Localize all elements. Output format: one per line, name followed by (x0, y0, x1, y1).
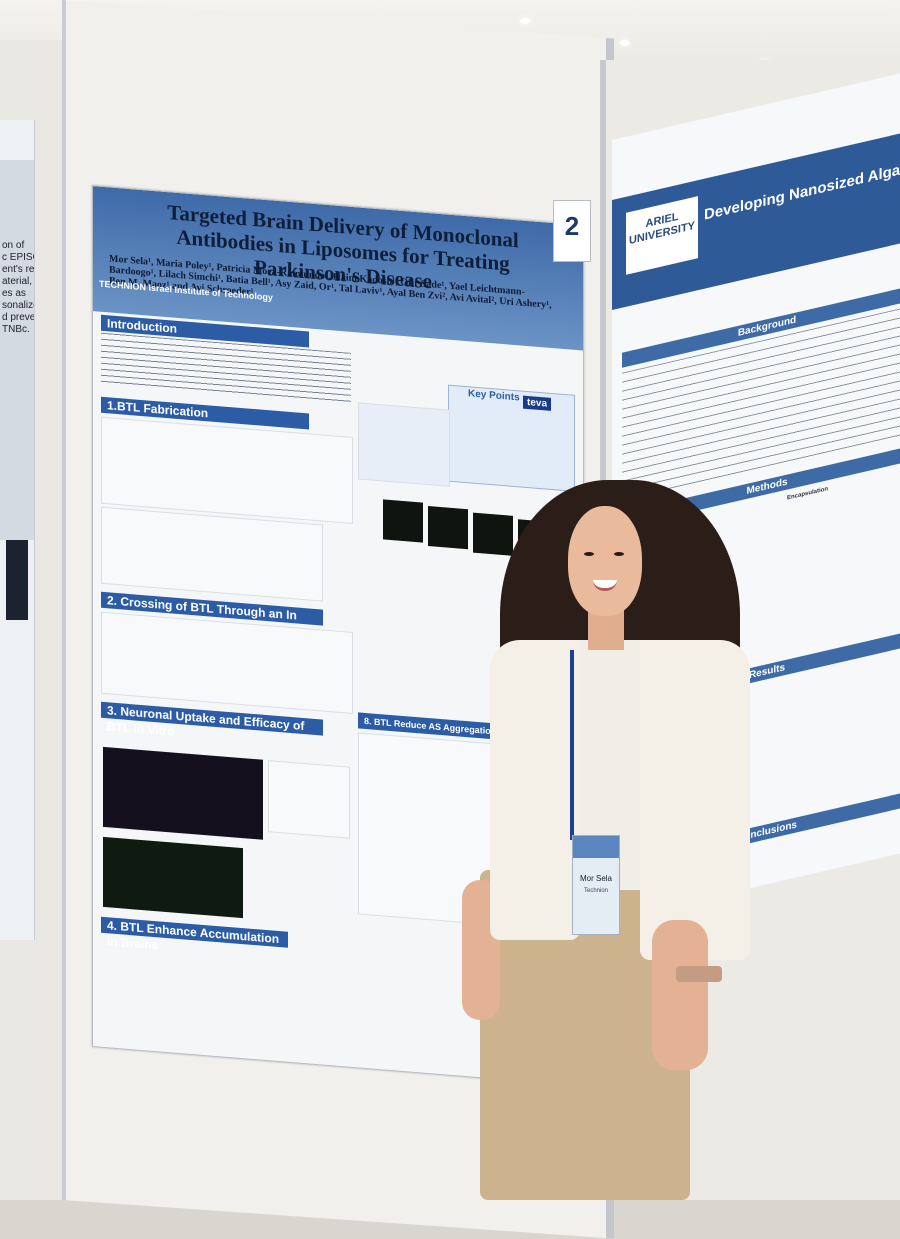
wristwatch (676, 966, 722, 982)
poster-number-plate: 2 (553, 200, 591, 262)
microscopy-image (428, 506, 468, 550)
uptake-chart (268, 760, 350, 839)
intro-text (101, 332, 351, 403)
jacket-right (640, 640, 750, 960)
right-arm (652, 920, 708, 1070)
jacket-left (490, 640, 580, 940)
badge-organization: Technion (583, 888, 609, 894)
badge-name: Mor Sela (579, 874, 612, 883)
brain-illustration (358, 402, 450, 487)
lanyard (570, 650, 574, 840)
face (568, 506, 642, 616)
badge-header (573, 836, 619, 858)
eye (584, 552, 594, 556)
neuron-images (103, 746, 263, 840)
teva-logo: teva (523, 395, 552, 411)
name-badge: Mor Sela Technion (572, 835, 620, 935)
efficacy-images (103, 836, 243, 919)
fabrication-charts (101, 506, 323, 602)
fabrication-scheme (101, 416, 353, 524)
microscopy-image (473, 512, 513, 556)
bbb-figure (101, 611, 353, 714)
poster-number: 2 (564, 211, 580, 241)
microscopy-image (383, 499, 423, 543)
smile (593, 580, 617, 591)
left-poster: on of c EPISOME ent's resect aterial, es… (0, 120, 35, 940)
eye (614, 552, 624, 556)
background-text (622, 308, 900, 503)
section-brain-accumulation: 4. BTL Enhance Accumulation in Brains (101, 916, 288, 952)
